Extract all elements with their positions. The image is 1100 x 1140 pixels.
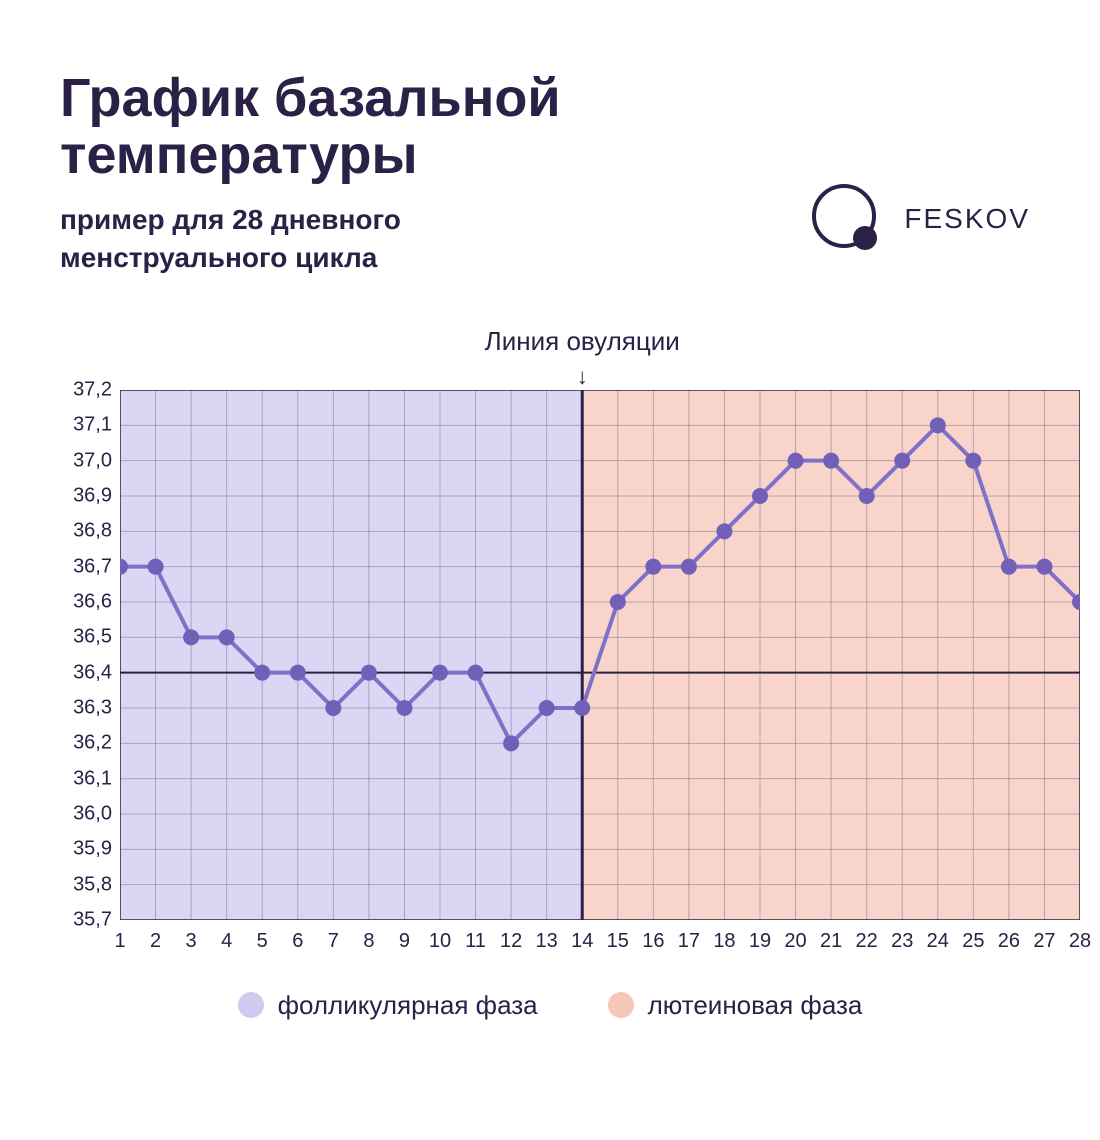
page-title: График базальной температуры: [60, 70, 808, 183]
brand-logo-icon: [808, 180, 886, 258]
x-axis-label: 27: [1033, 920, 1055, 953]
x-axis-label: 3: [186, 920, 197, 953]
x-axis-label: 8: [363, 920, 374, 953]
x-axis-label: 1: [114, 920, 125, 953]
x-axis-label: 4: [221, 920, 232, 953]
x-axis-label: 23: [891, 920, 913, 953]
x-axis-label: 28: [1069, 920, 1091, 953]
x-axis-label: 10: [429, 920, 451, 953]
x-axis-label: 20: [784, 920, 806, 953]
x-axis-label: 9: [399, 920, 410, 953]
x-axis-label: 26: [998, 920, 1020, 953]
x-axis-label: 24: [927, 920, 949, 953]
x-axis-label: 14: [571, 920, 593, 953]
header: График базальной температуры пример для …: [60, 70, 1040, 277]
x-axis-label: 12: [500, 920, 522, 953]
y-axis-label: 36,0: [73, 802, 120, 825]
x-axis-label: 5: [257, 920, 268, 953]
brand-logo: FESKOV: [808, 180, 1030, 258]
y-axis-label: 35,8: [73, 873, 120, 896]
x-axis-label: 2: [150, 920, 161, 953]
y-axis-label: 36,4: [73, 661, 120, 684]
y-axis-label: 36,5: [73, 626, 120, 649]
legend: фолликулярная фаза лютеиновая фаза: [60, 990, 1040, 1021]
y-axis-label: 37,1: [73, 414, 120, 437]
x-axis-label: 16: [642, 920, 664, 953]
x-axis-label: 21: [820, 920, 842, 953]
brand-name: FESKOV: [904, 203, 1030, 235]
x-axis-label: 13: [536, 920, 558, 953]
y-axis-label: 36,6: [73, 590, 120, 613]
y-axis-label: 35,7: [73, 908, 120, 931]
y-axis-label: 36,9: [73, 484, 120, 507]
chart-plot: 37,237,137,036,936,836,736,636,536,436,3…: [120, 390, 1080, 920]
x-axis-label: 11: [465, 920, 486, 953]
legend-label: лютеиновая фаза: [648, 990, 863, 1021]
y-axis-label: 36,8: [73, 520, 120, 543]
y-axis-label: 37,0: [73, 449, 120, 472]
y-axis-label: 36,7: [73, 555, 120, 578]
y-axis-label: 35,9: [73, 838, 120, 861]
x-axis-label: 17: [678, 920, 700, 953]
legend-item: лютеиновая фаза: [608, 990, 863, 1021]
y-axis-label: 36,3: [73, 696, 120, 719]
y-axis-label: 36,2: [73, 732, 120, 755]
chart: Линия овуляции ↓ 37,237,137,036,936,836,…: [60, 332, 1040, 920]
x-axis-label: 25: [962, 920, 984, 953]
ovulation-label: Линия овуляции: [485, 326, 680, 357]
x-axis-label: 15: [607, 920, 629, 953]
x-axis-label: 6: [292, 920, 303, 953]
x-axis-label: 22: [856, 920, 878, 953]
page-subtitle: пример для 28 дневного менструального ци…: [60, 201, 808, 277]
x-axis-label: 7: [328, 920, 339, 953]
legend-swatch: [238, 992, 264, 1018]
x-axis-label: 18: [713, 920, 735, 953]
y-axis-label: 37,2: [73, 378, 120, 401]
legend-label: фолликулярная фаза: [278, 990, 538, 1021]
y-axis-label: 36,1: [73, 767, 120, 790]
arrow-down-icon: ↓: [577, 366, 588, 388]
x-axis-label: 19: [749, 920, 771, 953]
legend-item: фолликулярная фаза: [238, 990, 538, 1021]
legend-swatch: [608, 992, 634, 1018]
